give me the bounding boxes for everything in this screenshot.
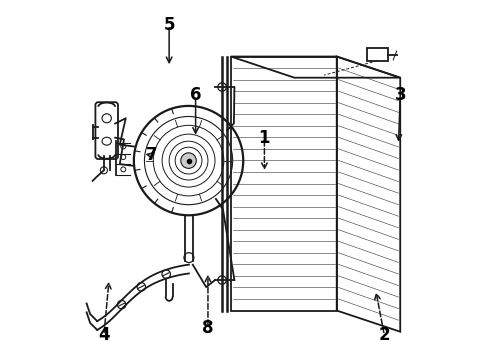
Text: 1: 1 bbox=[259, 129, 270, 147]
Text: 8: 8 bbox=[202, 319, 214, 337]
Text: 6: 6 bbox=[190, 86, 201, 104]
Text: 5: 5 bbox=[163, 16, 175, 34]
Text: 2: 2 bbox=[379, 326, 390, 344]
Text: 7: 7 bbox=[146, 146, 157, 164]
Circle shape bbox=[181, 153, 196, 168]
Text: 4: 4 bbox=[98, 326, 110, 344]
Text: 3: 3 bbox=[394, 86, 406, 104]
